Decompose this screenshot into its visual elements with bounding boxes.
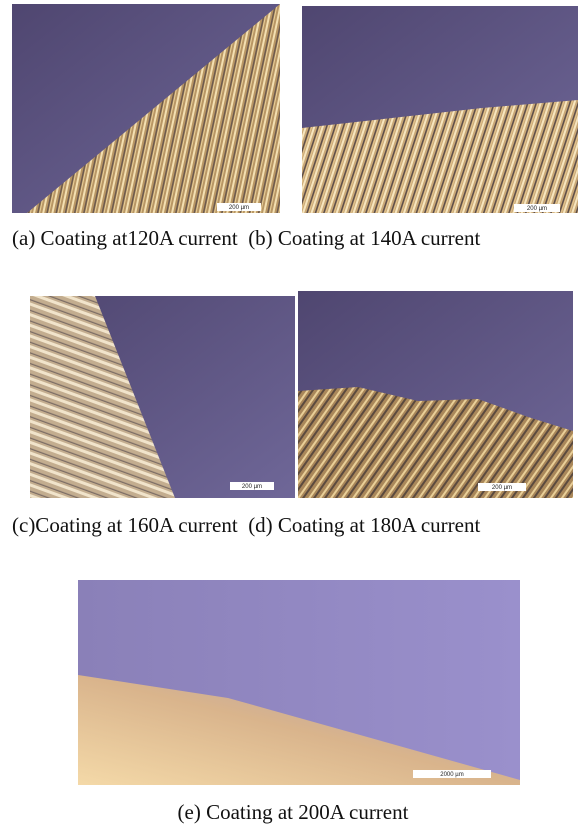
micrograph-e: 2000 µm	[78, 580, 520, 785]
scale-bar-label: 200 µm	[229, 205, 249, 211]
scale-bar-label: 200 µm	[492, 485, 512, 491]
micrograph-a: 200 µm	[12, 4, 280, 213]
micrograph-d: 200 µm	[298, 291, 573, 498]
caption-row-1: (a) Coating at120A current (b) Coating a…	[12, 223, 572, 253]
caption: (a) Coating at120A current	[12, 226, 238, 250]
micrograph-b: 200 µm	[302, 6, 578, 213]
page: 200 µm 200 µm (a) Coating at120A current…	[0, 0, 586, 825]
caption: (d) Coating at 180A current	[248, 513, 480, 537]
scale-bar-label: 200 µm	[242, 484, 262, 490]
caption: (b) Coating at 140A current	[248, 226, 480, 250]
micrograph-c: 200 µm	[30, 296, 295, 498]
caption-row-2: (c)Coating at 160A current (d) Coating a…	[12, 510, 572, 540]
scale-bar-label: 2000 µm	[440, 772, 463, 778]
caption: (e) Coating at 200A current	[0, 797, 586, 827]
scale-bar-label: 200 µm	[527, 206, 547, 212]
caption: (c)Coating at 160A current	[12, 513, 238, 537]
